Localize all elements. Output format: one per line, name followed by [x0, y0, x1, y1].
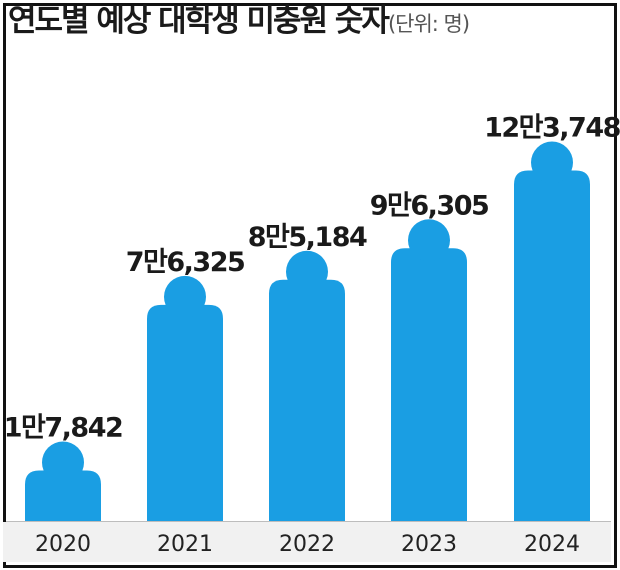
bar-head-2024	[531, 141, 573, 184]
x-tick-2020: 2020	[35, 532, 91, 557]
bar-2024	[514, 170, 590, 522]
x-axis-band	[3, 522, 611, 562]
data-label-2023: 9만6,305	[370, 190, 489, 221]
bar-head-2022	[286, 250, 328, 293]
bar-2023	[391, 248, 467, 522]
bar-head-2020	[42, 441, 84, 484]
data-label-2021: 7만6,325	[126, 247, 245, 278]
chart-unit-label: (단위: 명)	[387, 12, 470, 36]
bar-head-2023	[408, 219, 450, 262]
bar-2021	[147, 304, 223, 521]
chart-title-block: 연도별 예상 대학생 미충원 숫자(단위: 명)	[8, 3, 470, 39]
bar-head-2021	[164, 275, 206, 318]
x-tick-2022: 2022	[279, 532, 335, 557]
x-tick-2023: 2023	[401, 532, 457, 557]
chart-title: 연도별 예상 대학생 미충원 숫자	[8, 3, 390, 39]
x-tick-2021: 2021	[157, 532, 213, 557]
bar-2022	[269, 279, 345, 521]
bar-2020	[25, 470, 101, 521]
data-label-2024: 12만3,748	[484, 113, 620, 144]
x-tick-2024: 2024	[524, 532, 580, 557]
data-label-2022: 8만5,184	[248, 222, 367, 253]
data-label-2020: 1만7,842	[4, 412, 123, 443]
